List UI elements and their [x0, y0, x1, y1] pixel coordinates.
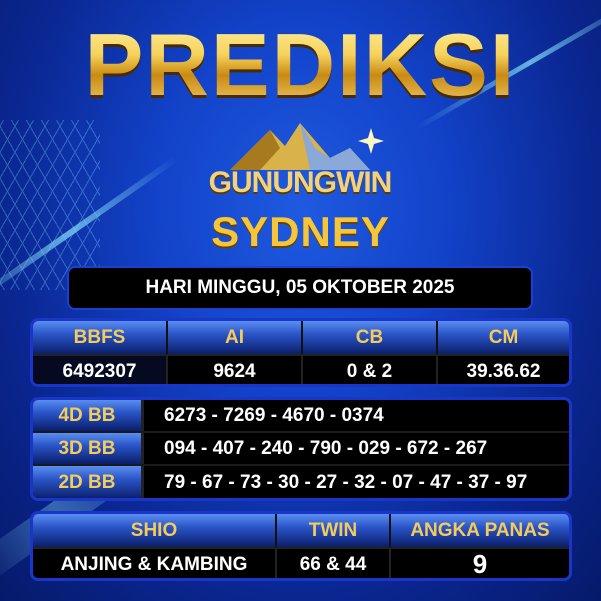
value-angka-panas: 9: [391, 547, 569, 578]
header-angka-panas: ANGKA PANAS: [391, 514, 569, 547]
bb-row-4d: 4D BB 6273 - 7269 - 4670 - 0374: [33, 400, 569, 433]
value-cb: 0 & 2: [303, 354, 438, 384]
bb-value: 094 - 407 - 240 - 790 - 029 - 672 - 267: [141, 433, 569, 464]
bb-row-2d: 2D BB 79 - 67 - 73 - 30 - 27 - 32 - 07 -…: [33, 466, 569, 498]
header-twin: TWIN: [277, 514, 391, 547]
bb-table: 4D BB 6273 - 7269 - 4670 - 0374 3D BB 09…: [30, 397, 572, 501]
bb-row-3d: 3D BB 094 - 407 - 240 - 790 - 029 - 672 …: [33, 433, 569, 466]
header-bbfs: BBFS: [33, 321, 168, 354]
header-cm: CM: [438, 321, 569, 354]
value-shio: ANJING & KAMBING: [33, 547, 277, 578]
market-name: SYDNEY: [211, 208, 390, 255]
bb-label: 2D BB: [33, 466, 141, 498]
header-shio: SHIO: [33, 514, 277, 547]
date-text: HARI MINGGU, 05 OKTOBER 2025: [145, 277, 455, 298]
brand-name: GUNUNGWIN: [208, 166, 393, 199]
header-ai: AI: [168, 321, 303, 354]
mountain-icon: [230, 123, 384, 170]
value-cm: 39.36.62: [438, 354, 569, 384]
extra-value-row: ANJING & KAMBING 66 & 44 9: [33, 547, 569, 578]
date-banner: HARI MINGGU, 05 OKTOBER 2025: [67, 266, 533, 310]
value-bbfs: 6492307: [33, 354, 168, 384]
summary-header-row: BBFS AI CB CM: [33, 321, 569, 354]
summary-table: BBFS AI CB CM 6492307 9624 0 & 2 39.36.6…: [30, 318, 572, 387]
bb-label: 4D BB: [33, 400, 141, 431]
brand-logo: GUNUNGWIN: [190, 118, 410, 208]
hexagon-pattern: [0, 120, 100, 290]
value-ai: 9624: [168, 354, 303, 384]
extra-header-row: SHIO TWIN ANGKA PANAS: [33, 514, 569, 547]
bb-label: 3D BB: [33, 433, 141, 464]
poster-title: PREDIKSI: [0, 14, 601, 116]
summary-value-row: 6492307 9624 0 & 2 39.36.62: [33, 354, 569, 384]
extra-table: SHIO TWIN ANGKA PANAS ANJING & KAMBING 6…: [30, 511, 572, 581]
header-cb: CB: [303, 321, 438, 354]
bb-value: 6273 - 7269 - 4670 - 0374: [141, 400, 569, 431]
bb-value: 79 - 67 - 73 - 30 - 27 - 32 - 07 - 47 - …: [141, 466, 569, 498]
value-twin: 66 & 44: [277, 547, 391, 578]
